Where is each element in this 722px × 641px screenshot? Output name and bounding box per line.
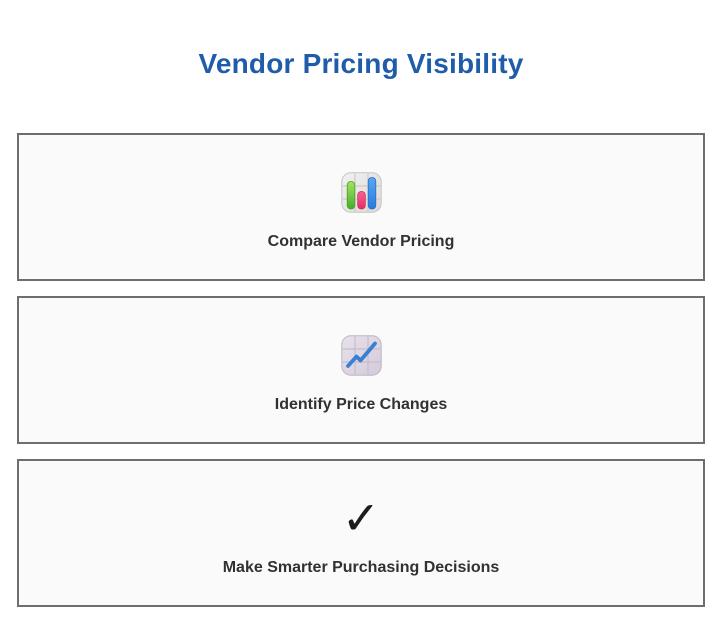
- card-label: Identify Price Changes: [274, 396, 448, 413]
- card-identify-price-changes[interactable]: Identify Price Changes: [17, 296, 705, 444]
- check-mark-icon: ✓: [341, 491, 381, 545]
- card-compare-vendor-pricing[interactable]: Compare Vendor Pricing: [17, 133, 705, 281]
- bar-chart-emoji-icon: [340, 171, 382, 213]
- check-mark-glyph: ✓: [341, 491, 381, 545]
- card-label: Compare Vendor Pricing: [267, 233, 455, 250]
- card-label: Make Smarter Purchasing Decisions: [222, 559, 500, 576]
- chart-increasing-emoji-icon: [340, 334, 382, 376]
- page-title: Vendor Pricing Visibility: [198, 48, 524, 79]
- card-make-smarter-purchasing-decisions[interactable]: ✓ Make Smarter Purchasing Decisions: [17, 459, 705, 607]
- feature-card-list: Compare Vendor Pricing Identify Price Ch…: [17, 133, 705, 607]
